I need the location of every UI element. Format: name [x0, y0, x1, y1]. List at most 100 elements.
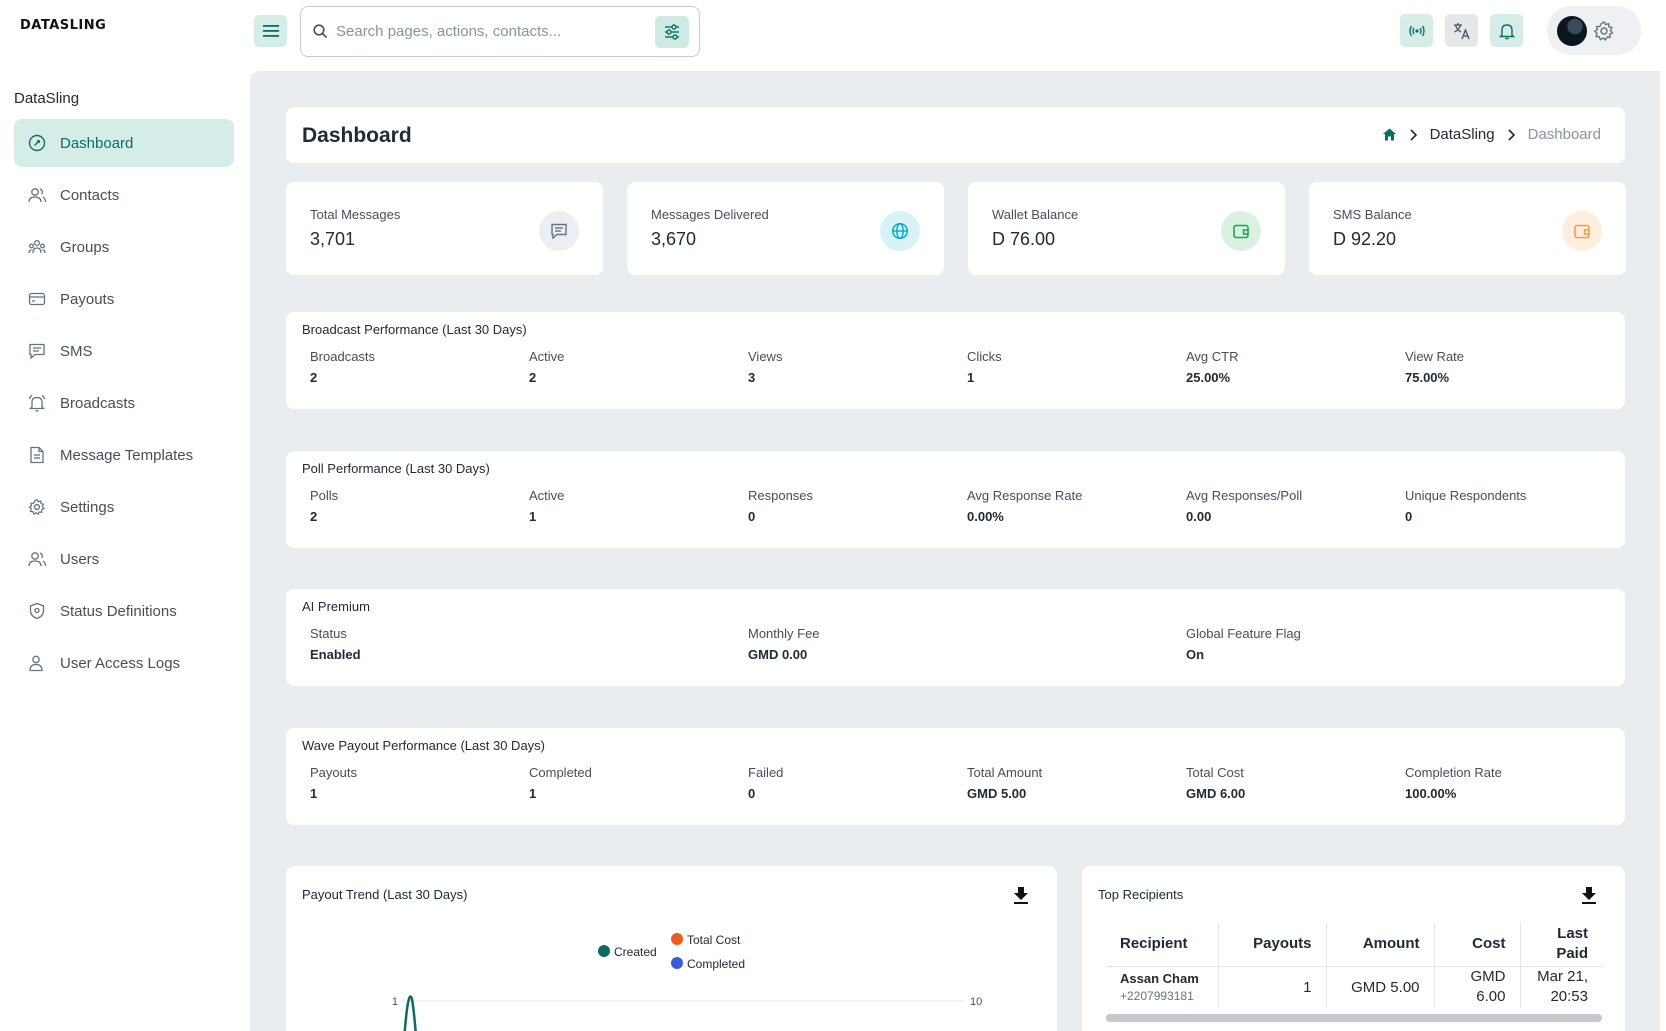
cell-last-paid: Mar 21, 20:53 [1537, 968, 1588, 1006]
sidebar-item-status-definitions[interactable]: Status Definitions [14, 587, 234, 635]
stat-avg-response-rate: Avg Response Rate 0.00% [967, 488, 1082, 524]
kpi-card-messages-delivered: Messages Delivered 3,670 [627, 182, 944, 275]
profile-menu[interactable] [1547, 6, 1641, 55]
download-chart-button[interactable] [1009, 883, 1033, 907]
kpi-value: D 76.00 [992, 229, 1056, 249]
sidebar-item-label: Settings [60, 498, 115, 516]
section-title: AI Premium [302, 599, 370, 614]
legend-label-total-cost[interactable]: Total Cost [687, 933, 741, 947]
stat-value: Enabled [310, 647, 361, 662]
broadcast-status-button[interactable] [1400, 14, 1433, 47]
main-content: Dashboard DataSling Dashboard Total Mess… [250, 71, 1660, 1031]
sidebar-item-user-access-logs[interactable]: User Access Logs [14, 639, 234, 687]
shield-icon [28, 602, 46, 620]
stat-failed: Failed 0 [748, 765, 783, 801]
payout-trend-chart: Created Total Cost Completed 1 10 [392, 933, 982, 1031]
stat-value: 75.00% [1405, 370, 1450, 385]
stat-view-rate: View Rate 75.00% [1405, 349, 1464, 385]
stat-value: 2 [310, 509, 318, 524]
stat-label: Failed [748, 765, 784, 780]
search-input[interactable] [336, 23, 636, 40]
stat-payouts: Payouts 1 [310, 765, 357, 801]
sidebar-item-label: Contacts [60, 186, 120, 204]
notifications-button[interactable] [1490, 14, 1523, 47]
sidebar-item-groups[interactable]: Groups [14, 223, 234, 271]
column-header-last-paid[interactable]: Last Paid [1520, 922, 1602, 967]
stat-label: Total Amount [967, 765, 1043, 780]
legend-label-completed[interactable]: Completed [687, 957, 745, 971]
section-title: Wave Payout Performance (Last 30 Days) [302, 738, 546, 753]
stat-value: 25.00% [1186, 370, 1231, 385]
wave-payout-performance-card: Wave Payout Performance (Last 30 Days) P… [286, 728, 1625, 825]
chevron-right-icon [1508, 128, 1515, 141]
stat-label: Status [310, 626, 347, 641]
stat-label: Global Feature Flag [1186, 626, 1301, 641]
stat-label: Active [529, 349, 565, 364]
template-icon [28, 446, 46, 464]
sidebar-item-contacts[interactable]: Contacts [14, 171, 234, 219]
column-header-recipient[interactable]: Recipient [1106, 922, 1219, 967]
stat-label: Active [529, 488, 565, 503]
stat-value: 1 [529, 786, 537, 801]
table-horizontal-scrollbar[interactable] [1106, 1014, 1602, 1022]
menu-toggle-button[interactable] [254, 15, 287, 47]
stat-value: On [1186, 647, 1205, 662]
series-line-created [403, 995, 417, 1031]
payout-trend-card: Payout Trend (Last 30 Days) Created Tota… [286, 866, 1057, 1031]
app-logo[interactable]: DATASLING [20, 18, 107, 33]
user-log-icon [28, 654, 46, 672]
sidebar-item-label: Message Templates [60, 446, 194, 464]
kpi-card-sms-balance: SMS Balance D 92.20 [1309, 182, 1626, 275]
home-icon[interactable] [1382, 127, 1397, 142]
language-button[interactable] [1445, 14, 1478, 47]
stat-label: Monthly Fee [748, 626, 820, 641]
column-header-payouts[interactable]: Payouts [1218, 922, 1327, 967]
section-title: Top Recipients [1098, 887, 1184, 902]
stat-total-cost: Total Cost GMD 6.00 [1186, 765, 1245, 801]
recipient-name: Assan Cham [1120, 971, 1199, 987]
download-table-button[interactable] [1577, 883, 1601, 907]
stat-value: 1 [529, 509, 537, 524]
avatar[interactable] [1557, 15, 1587, 46]
left-axis-tick: 1 [392, 996, 398, 1008]
column-header-amount[interactable]: Amount [1326, 922, 1435, 967]
table-row[interactable]: Assan Cham +2207993181 1 GMD 5.00 GMD 6.… [1106, 966, 1602, 1008]
stat-active: Active 1 [529, 488, 564, 524]
section-title: Payout Trend (Last 30 Days) [302, 887, 468, 902]
download-icon [1014, 887, 1028, 904]
stat-label: Payouts [310, 765, 357, 780]
sidebar-item-payouts[interactable]: Payouts [14, 275, 234, 323]
stat-value: 1 [967, 370, 975, 385]
stat-value: GMD 0.00 [748, 647, 808, 662]
sidebar-item-settings[interactable]: Settings [14, 483, 234, 531]
stat-active: Active 2 [529, 349, 564, 385]
cell-cost: GMD 6.00 [1434, 966, 1521, 1008]
page-title: Dashboard [302, 124, 412, 147]
sidebar-item-users[interactable]: Users [14, 535, 234, 583]
cell-recipient: Assan Cham +2207993181 [1106, 966, 1219, 1008]
breadcrumb-parent-link[interactable]: DataSling [1429, 126, 1495, 143]
legend-marker-completed[interactable] [671, 957, 683, 969]
kpi-value: 3,670 [651, 229, 697, 249]
stat-broadcasts: Broadcasts 2 [310, 349, 375, 385]
column-header-cost[interactable]: Cost [1434, 922, 1521, 967]
stat-label: Broadcasts [310, 349, 376, 364]
sidebar-item-dashboard[interactable]: Dashboard [14, 119, 234, 167]
sidebar-item-message-templates[interactable]: Message Templates [14, 431, 234, 479]
legend-marker-created[interactable] [598, 945, 610, 957]
wallet-icon [1562, 211, 1602, 251]
kpi-card-wallet-balance: Wallet Balance D 76.00 [968, 182, 1285, 275]
section-title: Broadcast Performance (Last 30 Days) [302, 322, 527, 337]
stat-views: Views 3 [748, 349, 782, 385]
stat-value: 2 [310, 370, 318, 385]
gear-icon[interactable] [1593, 20, 1615, 42]
stat-label: Polls [310, 488, 339, 503]
stat-polls: Polls 2 [310, 488, 338, 524]
legend-label-created[interactable]: Created [614, 945, 657, 959]
sidebar-item-sms[interactable]: SMS [14, 327, 234, 375]
search-filter-button[interactable] [655, 16, 689, 48]
stat-value: 0 [1405, 509, 1413, 524]
sidebar-item-label: Users [60, 550, 100, 568]
legend-marker-total-cost[interactable] [671, 933, 683, 945]
sidebar-item-broadcasts[interactable]: Broadcasts [14, 379, 234, 427]
